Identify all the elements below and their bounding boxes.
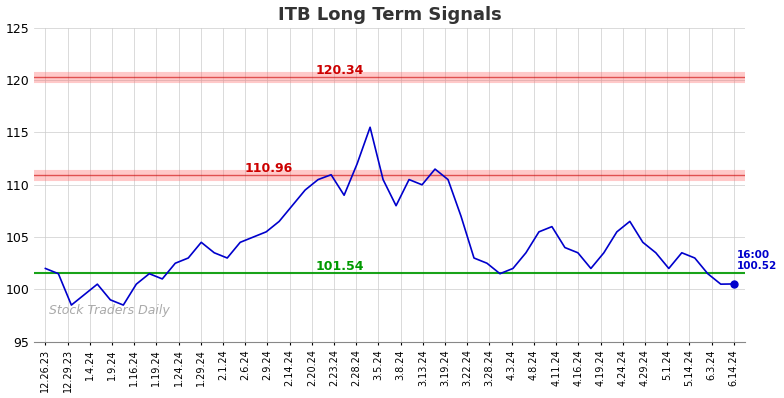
Text: 120.34: 120.34 (316, 64, 364, 77)
Text: 16:00
100.52: 16:00 100.52 (737, 250, 777, 271)
Title: ITB Long Term Signals: ITB Long Term Signals (278, 6, 502, 23)
Text: 110.96: 110.96 (245, 162, 293, 175)
Text: Stock Traders Daily: Stock Traders Daily (49, 304, 169, 316)
Text: 101.54: 101.54 (316, 260, 364, 273)
